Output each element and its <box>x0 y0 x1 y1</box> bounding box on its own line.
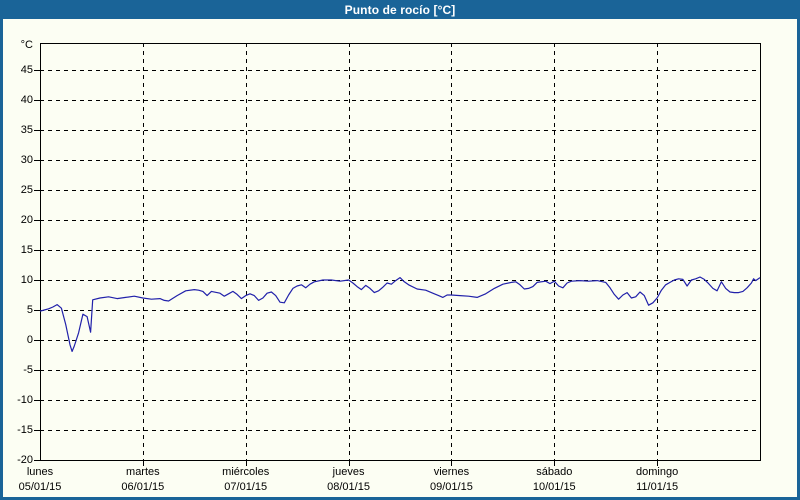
chart-title: Punto de rocío [°C] <box>344 2 456 17</box>
x-date-label: 11/01/15 <box>636 481 679 493</box>
x-date-label: 08/01/15 <box>327 481 370 493</box>
y-tick-label: -20 <box>17 454 33 466</box>
title-bar: Punto de rocío [°C] <box>0 0 800 19</box>
y-tick-label: 40 <box>20 94 33 106</box>
y-tick-label: 30 <box>20 154 33 166</box>
x-day-label: viernes <box>433 466 470 478</box>
x-date-label: 06/01/15 <box>121 481 165 493</box>
y-tick-label: 25 <box>20 184 33 196</box>
x-day-label: sábado <box>536 466 573 478</box>
y-tick-label: 20 <box>20 214 33 226</box>
y-tick-label: 45 <box>20 64 33 76</box>
data-line <box>39 276 761 352</box>
y-tick-label: -10 <box>17 394 33 406</box>
y-tick-label: 15 <box>20 244 33 256</box>
x-day-label: jueves <box>332 466 365 478</box>
x-day-label: miércoles <box>222 466 270 478</box>
x-day-label: lunes <box>26 466 54 478</box>
x-date-label: 05/01/15 <box>18 481 62 493</box>
x-date-label: 09/01/15 <box>430 481 473 493</box>
y-tick-label: 0 <box>26 334 33 346</box>
chart-panel <box>3 19 797 497</box>
x-day-label: domingo <box>636 466 679 478</box>
y-tick-label: 35 <box>20 124 33 136</box>
plot-frame <box>40 43 761 461</box>
y-tick-label: -5 <box>23 364 33 376</box>
y-tick-label: 10 <box>20 274 33 286</box>
y-axis-unit-label: °C <box>20 39 33 51</box>
x-day-label: martes <box>126 466 160 478</box>
y-tick-label: 5 <box>26 304 33 316</box>
y-tick-label: -15 <box>17 424 33 436</box>
x-date-label: 07/01/15 <box>224 481 268 493</box>
x-date-label: 10/01/15 <box>532 481 576 493</box>
